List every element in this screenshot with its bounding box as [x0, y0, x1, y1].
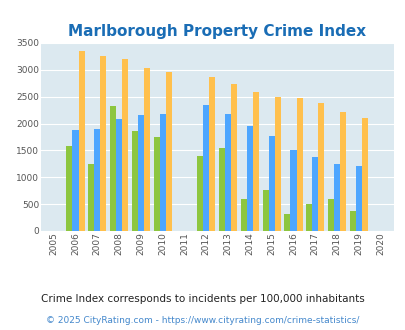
Bar	[165, 72, 171, 231]
Bar	[296, 98, 302, 231]
Bar	[230, 84, 237, 231]
Bar	[218, 148, 224, 231]
Bar	[246, 126, 252, 231]
Bar	[311, 157, 318, 231]
Bar	[110, 106, 116, 231]
Bar	[224, 114, 230, 231]
Bar	[274, 97, 280, 231]
Bar	[290, 150, 296, 231]
Bar	[318, 103, 324, 231]
Bar	[78, 51, 84, 231]
Bar	[327, 199, 333, 231]
Bar	[116, 119, 122, 231]
Title: Marlborough Property Crime Index: Marlborough Property Crime Index	[68, 24, 365, 39]
Bar	[262, 190, 268, 231]
Bar	[209, 77, 215, 231]
Bar	[88, 164, 94, 231]
Bar	[252, 92, 258, 231]
Bar	[197, 156, 203, 231]
Bar	[66, 146, 72, 231]
Bar	[122, 59, 128, 231]
Bar	[203, 105, 209, 231]
Bar	[144, 68, 150, 231]
Bar	[131, 130, 138, 231]
Bar	[153, 138, 159, 231]
Bar	[355, 166, 361, 231]
Bar	[361, 118, 367, 231]
Bar	[94, 129, 100, 231]
Bar	[138, 115, 144, 231]
Text: Crime Index corresponds to incidents per 100,000 inhabitants: Crime Index corresponds to incidents per…	[41, 294, 364, 304]
Bar	[284, 214, 290, 231]
Bar	[100, 56, 106, 231]
Bar	[339, 112, 345, 231]
Bar	[159, 114, 165, 231]
Bar	[268, 136, 274, 231]
Bar	[349, 211, 355, 231]
Text: © 2025 CityRating.com - https://www.cityrating.com/crime-statistics/: © 2025 CityRating.com - https://www.city…	[46, 315, 359, 325]
Bar	[72, 130, 78, 231]
Bar	[333, 164, 339, 231]
Bar	[305, 204, 311, 231]
Bar	[240, 199, 246, 231]
